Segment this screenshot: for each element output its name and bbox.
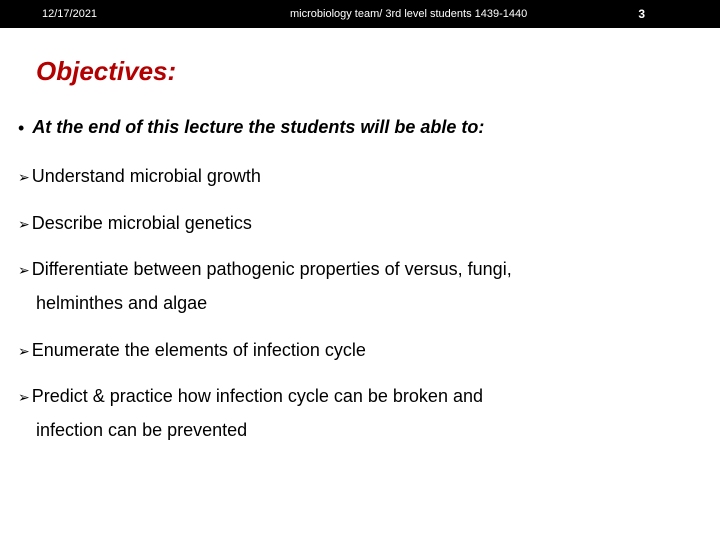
objective-text: Predict & practice how infection cycle c… <box>32 384 483 408</box>
objectives-title: Objectives: <box>36 56 702 87</box>
objective-continuation: infection can be prevented <box>36 418 702 442</box>
objective-item: ➢ Enumerate the elements of infection cy… <box>18 338 702 362</box>
header-page-number: 3 <box>638 7 645 21</box>
header-center-text: microbiology team/ 3rd level students 14… <box>290 8 527 20</box>
objective-item: ➢ Predict & practice how infection cycle… <box>18 384 702 408</box>
arrow-icon: ➢ <box>18 342 30 361</box>
arrow-icon: ➢ <box>18 261 30 280</box>
arrow-icon: ➢ <box>18 388 30 407</box>
slide-content: Objectives: • At the end of this lecture… <box>0 28 720 442</box>
objective-item: ➢ Understand microbial growth <box>18 164 702 188</box>
objective-text: Understand microbial growth <box>32 164 261 188</box>
header-date: 12/17/2021 <box>42 8 97 20</box>
objective-text: Enumerate the elements of infection cycl… <box>32 338 366 362</box>
objective-text: Describe microbial genetics <box>32 211 252 235</box>
intro-line: • At the end of this lecture the student… <box>18 117 702 140</box>
arrow-icon: ➢ <box>18 215 30 234</box>
objective-item: ➢ Describe microbial genetics <box>18 211 702 235</box>
bullet-icon: • <box>18 117 24 140</box>
objective-item: ➢ Differentiate between pathogenic prope… <box>18 257 702 281</box>
objective-continuation: helminthes and algae <box>36 291 702 315</box>
arrow-icon: ➢ <box>18 168 30 187</box>
slide-header: 12/17/2021 microbiology team/ 3rd level … <box>0 0 720 28</box>
objective-text: Differentiate between pathogenic propert… <box>32 257 512 281</box>
intro-text: At the end of this lecture the students … <box>32 117 484 138</box>
